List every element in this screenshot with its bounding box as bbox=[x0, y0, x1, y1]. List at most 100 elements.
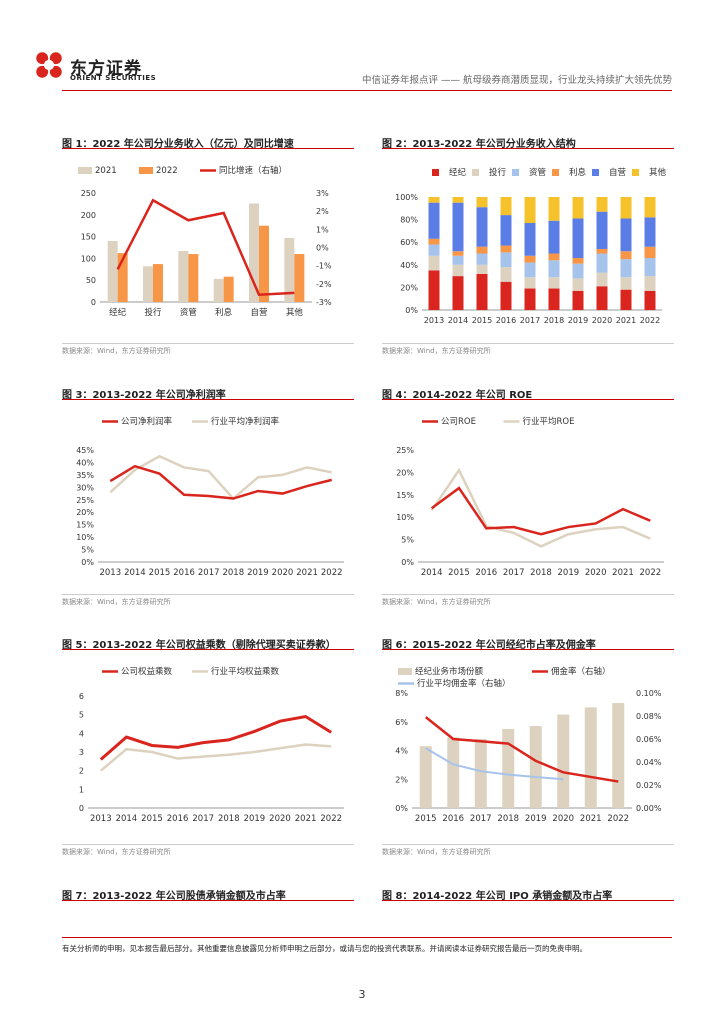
x-tick-label: 利息 bbox=[215, 307, 233, 318]
x-tick-label: 2013 bbox=[99, 568, 121, 578]
x-tick-label: 2017 bbox=[198, 568, 220, 578]
stack-资管 bbox=[428, 244, 440, 256]
x-tick-label: 2016 bbox=[167, 814, 189, 824]
figure-title: 图 3：2013-2022 年公司净利润率 bbox=[62, 390, 226, 401]
x-tick-label: 2015 bbox=[415, 814, 437, 824]
y-tick-label: 0% bbox=[401, 558, 414, 567]
stack-自营 bbox=[452, 202, 464, 252]
data-source: 数据来源：Wind，东方证券研究所 bbox=[62, 594, 354, 607]
x-tick-label: 2019 bbox=[244, 814, 266, 824]
legend-label: 自营 bbox=[609, 167, 626, 178]
x-tick-label: 2017 bbox=[192, 814, 214, 824]
series-line-行业平均ROE bbox=[430, 467, 651, 548]
figure-6: 图 6：2015-2022 年公司经纪市占率及佣金率 经纪业务市场份额 佣金率（右… bbox=[382, 636, 674, 861]
y-tick-label: 4% bbox=[395, 747, 408, 756]
stack-其他 bbox=[500, 197, 512, 216]
y-tick-label: 20% bbox=[400, 283, 418, 292]
stack-利息 bbox=[548, 253, 560, 261]
legend-swatch bbox=[552, 169, 559, 176]
series-line-公司净利润率 bbox=[109, 464, 333, 500]
y-tick-label: 20% bbox=[76, 508, 94, 517]
x-tick-label: 2021 bbox=[580, 814, 602, 824]
legend-label: 其他 bbox=[649, 167, 667, 178]
y-tick-label: 5% bbox=[401, 536, 414, 545]
y-tick-label: 15% bbox=[76, 521, 94, 530]
stack-自营 bbox=[428, 202, 440, 239]
x-tick-label: 2018 bbox=[218, 814, 240, 824]
y-tick-label: 0.00% bbox=[636, 804, 662, 813]
stack-利息 bbox=[476, 246, 488, 254]
y-tick-label: 2 bbox=[79, 767, 84, 776]
company-logo bbox=[36, 52, 62, 78]
stack-资管 bbox=[644, 258, 656, 277]
x-tick-label: 2015 bbox=[448, 568, 470, 578]
legend-label: 行业平均ROE bbox=[523, 416, 575, 427]
legend-label: 资管 bbox=[529, 167, 546, 178]
y-tick-label: 100% bbox=[395, 193, 418, 202]
legend-label: 行业平均佣金率（右轴） bbox=[417, 678, 511, 689]
y-tick-label: 25% bbox=[396, 446, 414, 455]
bar-2022 bbox=[223, 276, 234, 302]
net-margin-chart: 公司净利润率 行业平均净利润率 0% 5% 10% 15% 20% 25% 30% 35% 40% 4… bbox=[76, 416, 344, 578]
y-tick-label: 10% bbox=[396, 513, 414, 522]
stack-投行 bbox=[428, 255, 440, 271]
x-tick-label: 2021 bbox=[295, 814, 317, 824]
header-divider bbox=[62, 90, 672, 91]
bar-2022 bbox=[153, 264, 163, 302]
legend-label: 投行 bbox=[489, 167, 507, 178]
legend-label: 同比增速（右轴） bbox=[219, 165, 287, 176]
stack-利息 bbox=[644, 246, 656, 259]
x-tick-label: 2014 bbox=[116, 814, 138, 824]
y-tick-label: 0 bbox=[91, 298, 96, 307]
y-tick-label: -3% bbox=[316, 298, 332, 307]
bar-2021 bbox=[249, 203, 259, 302]
stack-其他 bbox=[548, 197, 560, 221]
page-number: 3 bbox=[358, 988, 366, 1001]
x-tick-label: 2016 bbox=[476, 568, 498, 578]
bar-2021 bbox=[143, 266, 153, 302]
x-tick-label: 2018 bbox=[530, 568, 552, 578]
stack-投行 bbox=[500, 267, 512, 282]
y-tick-label: 3% bbox=[316, 189, 329, 198]
series-line-行业平均佣金率（右轴） bbox=[425, 747, 564, 781]
x-tick-label: 2017 bbox=[503, 568, 525, 578]
stack-自营 bbox=[620, 218, 632, 252]
y-tick-label: 6% bbox=[395, 718, 408, 727]
figure-title: 图 7：2013-2022 年公司股债承销金额及市占率 bbox=[62, 891, 286, 902]
figure-title: 图 8：2014-2022 年公司 IPO 承销金额及市占率 bbox=[382, 891, 613, 902]
stack-自营 bbox=[524, 222, 536, 256]
y-tick-label: 6 bbox=[79, 692, 84, 701]
x-tick-label: 2021 bbox=[616, 316, 636, 325]
stack-投行 bbox=[596, 272, 608, 287]
data-source: 数据来源：Wind，东方证券研究所 bbox=[62, 343, 354, 356]
x-tick-label: 2021 bbox=[612, 568, 634, 578]
stack-资管 bbox=[572, 263, 584, 279]
share-bar bbox=[529, 726, 542, 808]
x-tick-label: 2021 bbox=[296, 568, 318, 578]
stack-经纪 bbox=[548, 288, 560, 310]
x-tick-label: 2016 bbox=[173, 568, 195, 578]
legend-label: 佣金率（右轴） bbox=[551, 666, 611, 677]
stack-资管 bbox=[500, 252, 512, 268]
figure-title: 图 6：2015-2022 年公司经纪市占率及佣金率 bbox=[382, 640, 596, 651]
y-tick-label: 0.10% bbox=[636, 689, 662, 698]
x-tick-label: 自营 bbox=[250, 307, 267, 318]
y-tick-label: 3 bbox=[79, 748, 84, 757]
x-tick-label: 2019 bbox=[525, 814, 547, 824]
stack-经纪 bbox=[620, 289, 632, 310]
x-tick-label: 2022 bbox=[607, 814, 629, 824]
y-tick-label: 0.04% bbox=[636, 758, 662, 767]
x-tick-label: 2016 bbox=[442, 814, 464, 824]
x-tick-label: 2013 bbox=[424, 316, 444, 325]
stack-利息 bbox=[596, 248, 608, 254]
x-tick-label: 2018 bbox=[222, 568, 244, 578]
share-bar bbox=[502, 728, 515, 808]
stack-资管 bbox=[476, 253, 488, 265]
y-tick-label: 150 bbox=[81, 233, 96, 242]
y-tick-label: 0% bbox=[405, 306, 418, 315]
y-tick-label: 50 bbox=[86, 276, 96, 285]
y-tick-label: 0.02% bbox=[636, 781, 662, 790]
y-tick-label: 1 bbox=[79, 785, 84, 794]
x-tick-label: 2018 bbox=[497, 814, 519, 824]
stack-其他 bbox=[524, 197, 536, 223]
